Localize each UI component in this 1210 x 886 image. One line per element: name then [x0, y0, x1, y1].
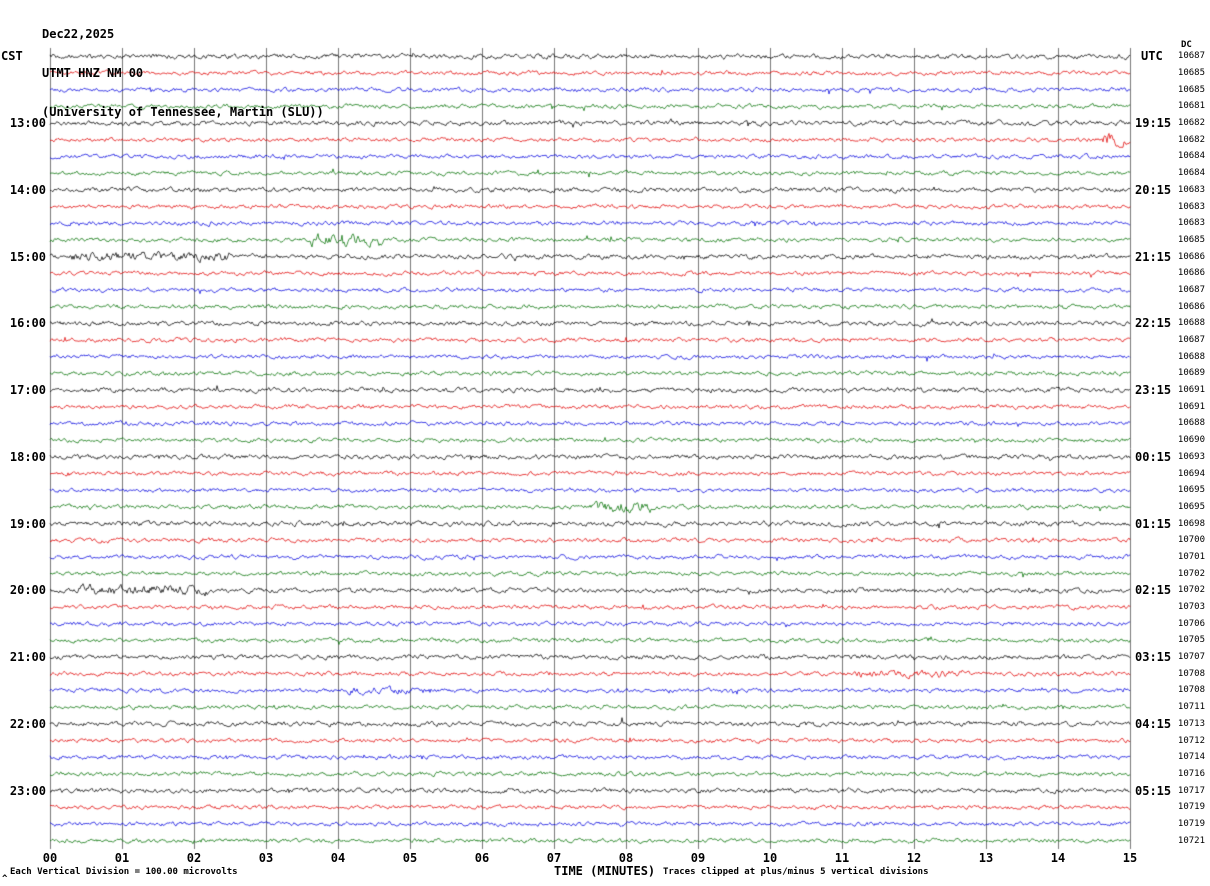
dc-value: 10713 [1177, 719, 1205, 729]
dc-value: 10684 [1177, 151, 1205, 161]
dc-value: 10700 [1177, 535, 1205, 545]
dc-value: 10702 [1177, 569, 1205, 579]
x-tick-label: 15 [1122, 851, 1138, 865]
dc-value: 10719 [1177, 819, 1205, 829]
dc-value: 10708 [1177, 669, 1205, 679]
dc-value: 10705 [1177, 635, 1205, 645]
x-tick-label: 04 [330, 851, 346, 865]
dc-value: 10685 [1177, 235, 1205, 245]
dc-value: 10703 [1177, 602, 1205, 612]
dc-value: 10701 [1177, 552, 1205, 562]
dc-value: 10695 [1177, 502, 1205, 512]
dc-value: 10691 [1177, 385, 1205, 395]
dc-value: 10695 [1177, 485, 1205, 495]
utc-hour-label: 21:15 [1135, 250, 1172, 264]
cst-hour-label: 19:00 [9, 517, 46, 531]
x-tick-label: 14 [1050, 851, 1066, 865]
cst-hour-label: 23:00 [9, 784, 46, 798]
dc-value: 10689 [1177, 368, 1205, 378]
cst-hour-label: 21:00 [9, 650, 46, 664]
dc-value: 10721 [1177, 836, 1205, 846]
cst-hour-label: 17:00 [9, 383, 46, 397]
dc-value: 10681 [1177, 101, 1205, 111]
dc-value: 10717 [1177, 786, 1205, 796]
header-affiliation: (University of Tennessee, Martin (SLU)) [42, 105, 324, 119]
x-tick-label: 07 [546, 851, 562, 865]
header: Dec22,2025 UTMT HNZ NM 00 (University of… [42, 2, 324, 145]
dc-value: 10711 [1177, 702, 1205, 712]
dc-value: 10688 [1177, 318, 1205, 328]
cst-hour-label: 13:00 [9, 116, 46, 130]
x-tick-label: 02 [186, 851, 202, 865]
dc-value: 10683 [1177, 185, 1205, 195]
utc-hour-label: 23:15 [1135, 383, 1172, 397]
dc-value: 10716 [1177, 769, 1205, 779]
dc-value: 10688 [1177, 352, 1205, 362]
utc-hour-label: 19:15 [1135, 116, 1172, 130]
dc-value: 10684 [1177, 168, 1205, 178]
dc-value: 10702 [1177, 585, 1205, 595]
header-station: UTMT HNZ NM 00 [42, 66, 144, 80]
utc-hour-label: 05:15 [1135, 784, 1172, 798]
x-tick-label: 03 [258, 851, 274, 865]
dc-value: 10682 [1177, 135, 1205, 145]
dc-value: 10693 [1177, 452, 1205, 462]
dc-value: 10707 [1177, 652, 1205, 662]
dc-value: 10687 [1177, 285, 1205, 295]
x-tick-label: 01 [114, 851, 130, 865]
utc-hour-label: 03:15 [1135, 650, 1172, 664]
dc-value: 10687 [1177, 335, 1205, 345]
utc-hour-label: 20:15 [1135, 183, 1172, 197]
x-tick-label: 11 [834, 851, 850, 865]
dc-value: 10686 [1177, 302, 1205, 312]
x-tick-label: 13 [978, 851, 994, 865]
dc-value: 10690 [1177, 435, 1205, 445]
dc-value: 10686 [1177, 252, 1205, 262]
cst-hour-label: 14:00 [9, 183, 46, 197]
cst-hour-label: 15:00 [9, 250, 46, 264]
cst-hour-label: 22:00 [9, 717, 46, 731]
dc-value: 10685 [1177, 85, 1205, 95]
clipping-note: Traces clipped at plus/minus 5 vertical … [663, 867, 929, 877]
dc-value: 10708 [1177, 685, 1205, 695]
x-tick-label: 00 [42, 851, 58, 865]
dc-value: 10694 [1177, 469, 1205, 479]
left-axis-label: CST [1, 49, 23, 63]
dc-value: 10698 [1177, 519, 1205, 529]
x-tick-label: 09 [690, 851, 706, 865]
right-axis-label: UTC [1141, 49, 1163, 63]
dc-value: 10706 [1177, 619, 1205, 629]
utc-hour-label: 04:15 [1135, 717, 1172, 731]
dc-value: 10683 [1177, 218, 1205, 228]
utc-hour-label: 00:15 [1135, 450, 1172, 464]
dc-value: 10691 [1177, 402, 1205, 412]
x-tick-label: 10 [762, 851, 778, 865]
vertical-division-note: Each Vertical Division = 100.00 microvol… [10, 867, 238, 877]
utc-hour-label: 22:15 [1135, 316, 1172, 330]
dc-value: 10712 [1177, 736, 1205, 746]
dc-value: 10714 [1177, 752, 1205, 762]
dc-value: 10683 [1177, 202, 1205, 212]
dc-value: 10719 [1177, 802, 1205, 812]
dc-value: 10685 [1177, 68, 1205, 78]
cst-hour-label: 20:00 [9, 583, 46, 597]
dc-column-label: DC [1181, 40, 1192, 50]
dc-value: 10687 [1177, 51, 1205, 61]
x-tick-label: 06 [474, 851, 490, 865]
x-tick-label: 05 [402, 851, 418, 865]
header-date: Dec22,2025 [42, 27, 115, 41]
x-tick-label: 12 [906, 851, 922, 865]
utc-hour-label: 01:15 [1135, 517, 1172, 531]
dc-value: 10686 [1177, 268, 1205, 278]
scale-marker-icon: ^ [2, 874, 8, 884]
x-tick-label: 08 [618, 851, 634, 865]
utc-hour-label: 02:15 [1135, 583, 1172, 597]
cst-hour-label: 16:00 [9, 316, 46, 330]
dc-value: 10688 [1177, 418, 1205, 428]
cst-hour-label: 18:00 [9, 450, 46, 464]
dc-value: 10682 [1177, 118, 1205, 128]
x-axis-title: TIME (MINUTES) [554, 864, 656, 878]
